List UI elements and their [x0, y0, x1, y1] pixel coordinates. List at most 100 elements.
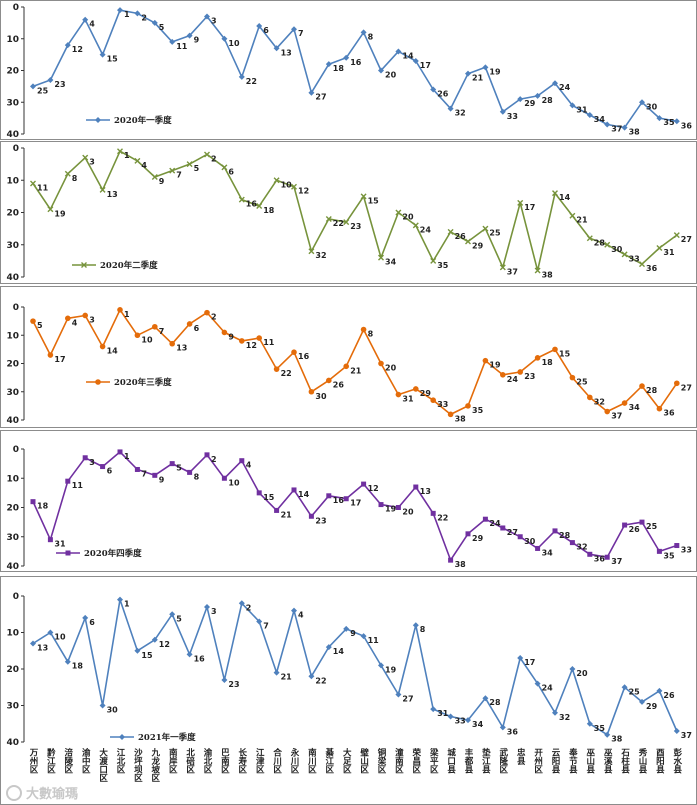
data-point-label: 2 — [246, 603, 252, 612]
x-category-label: 大足区 — [341, 747, 351, 774]
data-point-marker — [82, 154, 89, 161]
data-point-label: 34 — [385, 258, 397, 267]
data-point-marker — [256, 203, 263, 210]
data-point-label: 21 — [350, 366, 362, 375]
data-point-label: 16 — [246, 200, 258, 209]
data-point-label: 23 — [315, 516, 326, 525]
data-point-label: 36 — [646, 264, 658, 273]
data-point-label: 6 — [107, 467, 113, 476]
data-point-label: 25 — [646, 522, 658, 531]
data-point-label: 24 — [507, 375, 519, 384]
data-point-marker — [47, 206, 54, 213]
legend-label: 2020年二季度 — [100, 260, 158, 271]
data-point-label: 28 — [594, 238, 606, 247]
data-point-label: 33 — [437, 400, 448, 409]
data-point-label: 9 — [159, 475, 165, 484]
data-point-marker — [134, 647, 141, 654]
data-point-label: 38 — [542, 271, 554, 280]
y-tick-label: 0 — [13, 445, 19, 455]
y-tick-label: 30 — [6, 241, 19, 251]
data-point-marker — [412, 622, 419, 629]
x-category-label: 铜梁区 — [376, 747, 387, 774]
data-point-marker — [465, 403, 471, 409]
x-category-label: 开州区 — [533, 748, 544, 774]
legend-marker — [95, 379, 101, 385]
data-point-marker — [656, 115, 663, 122]
watermark-logo-icon — [6, 785, 22, 801]
data-point-label: 3 — [89, 158, 95, 167]
x-category-label: 永川区 — [289, 747, 300, 774]
data-point-label: 38 — [455, 560, 467, 569]
data-point-label: 10 — [54, 633, 66, 642]
x-category-label: 潼南区 — [393, 747, 403, 774]
x-category-label: 忠县 — [515, 747, 525, 766]
data-point-label: 35 — [472, 406, 484, 415]
data-point-marker — [291, 26, 297, 33]
data-point-marker — [186, 321, 193, 327]
y-tick-label: 30 — [6, 388, 19, 398]
data-point-marker — [430, 397, 437, 404]
series-line — [32, 308, 678, 416]
data-point-label: 10 — [228, 478, 240, 487]
data-point-label: 3 — [211, 17, 217, 26]
data-point-marker — [82, 614, 89, 621]
legend-marker — [95, 117, 101, 123]
data-point-label: 27 — [402, 695, 413, 704]
data-point-label: 12 — [159, 640, 170, 649]
data-point-marker — [622, 522, 628, 528]
data-point-marker — [30, 83, 36, 90]
x-category-label: 长寿区 — [237, 747, 248, 774]
data-point-marker — [673, 118, 680, 125]
data-point-label: 19 — [489, 67, 501, 76]
data-point-marker — [151, 636, 158, 643]
data-point-marker — [413, 386, 419, 392]
data-point-label: 32 — [594, 397, 605, 406]
data-point-marker — [239, 338, 245, 344]
data-point-label: 31 — [402, 395, 414, 404]
data-point-label: 38 — [611, 735, 623, 744]
data-point-marker — [604, 554, 610, 560]
data-point-label: 26 — [663, 691, 675, 700]
data-point-label: 21 — [576, 216, 588, 225]
data-point-label: 25 — [629, 687, 641, 696]
data-point-marker — [256, 335, 263, 341]
data-point-marker — [221, 475, 227, 481]
data-point-marker — [256, 490, 262, 496]
data-point-marker — [621, 400, 628, 406]
data-point-marker — [47, 537, 53, 543]
data-point-label: 27 — [507, 528, 518, 537]
data-point-label: 7 — [159, 327, 165, 336]
data-point-marker — [378, 67, 384, 74]
data-point-label: 10 — [228, 39, 240, 48]
data-point-label: 34 — [629, 403, 641, 412]
data-point-label: 5 — [176, 614, 182, 623]
data-point-marker — [395, 505, 401, 510]
data-point-marker — [412, 222, 419, 229]
x-category-label: 涪陵区 — [63, 747, 73, 774]
data-point-marker — [343, 54, 350, 61]
x-category-label: 九龙坡区 — [150, 747, 161, 783]
y-tick-label: 20 — [6, 67, 19, 77]
data-point-marker — [117, 7, 123, 14]
data-point-label: 8 — [420, 625, 426, 634]
data-point-label: 30 — [646, 102, 658, 111]
data-point-marker — [308, 248, 315, 255]
data-point-marker — [534, 680, 541, 687]
data-point-label: 6 — [194, 324, 200, 333]
watermark: 大數瑜瑪 — [6, 785, 78, 802]
data-point-label: 25 — [489, 229, 501, 238]
data-point-marker — [308, 513, 314, 519]
data-point-label: 25 — [37, 86, 49, 95]
data-point-marker — [500, 525, 506, 531]
data-point-marker — [552, 346, 558, 353]
data-point-label: 18 — [37, 502, 49, 511]
data-point-label: 33 — [507, 112, 518, 121]
x-category-label: 城口县 — [446, 747, 456, 774]
data-point-marker — [308, 673, 315, 680]
data-point-label: 4 — [141, 161, 147, 170]
data-point-label: 32 — [559, 713, 570, 722]
data-point-label: 9 — [194, 36, 200, 45]
data-point-label: 35 — [594, 724, 606, 733]
data-point-marker — [273, 45, 280, 52]
data-point-marker — [517, 199, 524, 206]
